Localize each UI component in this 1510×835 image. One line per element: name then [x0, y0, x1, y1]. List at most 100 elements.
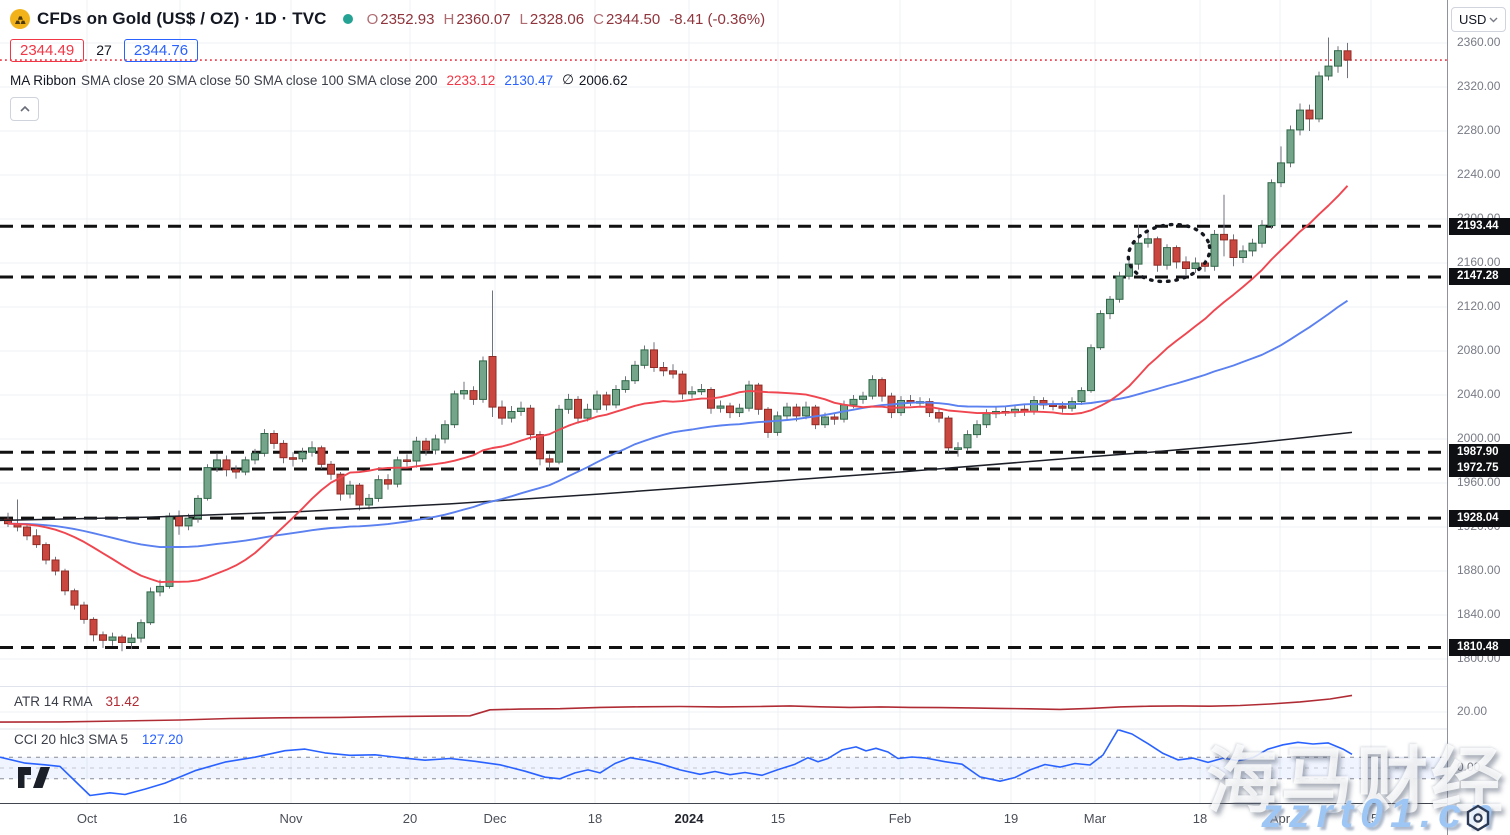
candle-down — [403, 459, 411, 462]
candle-down — [1305, 109, 1314, 120]
ohlc-values: O 2352.93 H 2360.07 L 2328.06 C 2344.50 -8.41 (-… — [367, 11, 768, 28]
candle-up — [1030, 400, 1038, 412]
candle-down — [289, 457, 297, 460]
candle-up — [1334, 50, 1342, 67]
candle-up — [203, 467, 212, 499]
candle-up — [954, 447, 962, 450]
candle-up — [868, 379, 877, 397]
candle-down — [279, 442, 288, 459]
candle-up — [146, 591, 155, 624]
cci-indicator-row[interactable]: CCI 20 hlc3 SMA 5 127.20 — [14, 732, 183, 747]
candle-up — [374, 479, 383, 499]
time-axis-label: 20 — [402, 811, 418, 826]
ellipse-annotation[interactable] — [1124, 218, 1214, 287]
ma-ribbon-avg-symbol: ∅ — [562, 72, 574, 87]
candle-down — [650, 349, 658, 368]
legend-collapse-button[interactable] — [10, 97, 39, 121]
atr-line — [0, 694, 1353, 723]
candle-up — [1296, 109, 1304, 131]
candle-down — [89, 618, 98, 636]
candle-up — [1324, 65, 1333, 77]
price-level-badge: 1987.90 — [1449, 443, 1510, 461]
candle-down — [726, 405, 734, 414]
high-label: H — [443, 10, 455, 28]
candle-down — [1220, 233, 1228, 241]
candle-down — [526, 407, 535, 436]
atr-indicator-row[interactable]: ATR 14 RMA 31.42 — [14, 694, 139, 709]
candle-down — [42, 544, 50, 561]
currency-selector-button[interactable]: USD — [1451, 7, 1506, 32]
time-axis[interactable]: Oct 16 Nov 20 Dec 18 2024 15 Feb 19 Mar 18 Apr 15 — [0, 804, 1447, 835]
price-axis-label: 1840.00 — [1457, 606, 1501, 621]
candle-down — [754, 384, 763, 410]
candle-down — [355, 484, 364, 506]
ma-ribbon-row[interactable]: MA Ribbon SMA close 20 SMA close 50 SMA … — [10, 71, 767, 89]
price-axis[interactable]: USD 2360.002320.002280.002240.002200.002… — [1447, 0, 1510, 835]
candle-up — [127, 637, 136, 643]
chart-legend: CFDs on Gold (US$ / OZ) · 1D · TVC O 2352… — [10, 6, 767, 121]
open-value: 2352.93 — [380, 10, 435, 28]
price-level-badge: 1810.48 — [1449, 638, 1510, 656]
atr-label: ATR 14 RMA — [14, 694, 92, 709]
cci-value: 127.20 — [141, 732, 184, 747]
sma200-line — [0, 431, 1353, 522]
candle-down — [70, 590, 79, 606]
candle-up — [108, 636, 117, 641]
symbol-title[interactable]: CFDs on Gold (US$ / OZ) · 1D · TVC — [37, 9, 327, 28]
open-label: O — [366, 10, 379, 28]
symbol-row[interactable]: CFDs on Gold (US$ / OZ) · 1D · TVC O 2352… — [10, 6, 767, 32]
bid-price-button[interactable]: 2344.49 — [10, 38, 85, 62]
price-axis-label: 1960.00 — [1457, 474, 1501, 489]
candle-up — [982, 413, 991, 426]
time-axis-label: 18 — [1192, 811, 1208, 826]
ask-price-button[interactable]: 2344.76 — [123, 38, 199, 62]
candle-up — [593, 394, 601, 410]
candle-up — [783, 406, 791, 417]
candle-down — [1153, 238, 1162, 266]
price-axis-label: 2320.00 — [1457, 78, 1501, 93]
candle-up — [507, 411, 516, 419]
candle-up — [194, 497, 202, 519]
time-axis-label: 19 — [1003, 811, 1019, 826]
candle-down — [574, 398, 582, 419]
candle-up — [441, 424, 449, 440]
candle-down — [602, 394, 611, 406]
tradingview-logo[interactable] — [17, 766, 51, 793]
candle-up — [431, 438, 440, 451]
chevron-up-icon — [19, 106, 30, 112]
candle-down — [270, 433, 278, 444]
candle-down — [1058, 405, 1067, 409]
price-axis-label: 2080.00 — [1457, 342, 1501, 357]
change-value: -8.41 (-0.36%) — [669, 10, 766, 28]
price-level-badge: 1972.75 — [1449, 460, 1510, 478]
candlestick-series[interactable] — [4, 37, 1352, 652]
candle-up — [412, 440, 421, 462]
candle-up — [1239, 250, 1247, 258]
candle-up — [241, 459, 250, 473]
candle-up — [716, 405, 725, 409]
cci-axis-label: 0.00 — [1457, 759, 1481, 774]
sma50-line — [7, 299, 1349, 549]
price-axis-label: 2000.00 — [1457, 430, 1501, 445]
candle-down — [469, 390, 478, 400]
market-status-icon[interactable] — [342, 14, 353, 24]
time-axis-label: 15 — [770, 811, 786, 826]
candle-up — [1134, 242, 1143, 265]
price-chart-canvas[interactable] — [0, 0, 1447, 835]
currency-label: USD — [1459, 12, 1487, 27]
candle-up — [308, 447, 316, 453]
candle-up — [1286, 129, 1295, 164]
candle-down — [175, 515, 183, 527]
candle-down — [80, 604, 88, 620]
price-axis-label: 2360.00 — [1457, 34, 1501, 49]
candle-down — [422, 440, 430, 451]
candle-up — [859, 395, 867, 400]
candle-up — [479, 360, 487, 400]
candle-down — [935, 412, 943, 419]
close-value: 2344.50 — [605, 10, 661, 28]
candle-down — [545, 458, 554, 463]
candle-down — [232, 469, 240, 473]
candle-down — [336, 473, 345, 495]
bid-ask-row: 2344.49 27 2344.76 — [10, 38, 767, 62]
